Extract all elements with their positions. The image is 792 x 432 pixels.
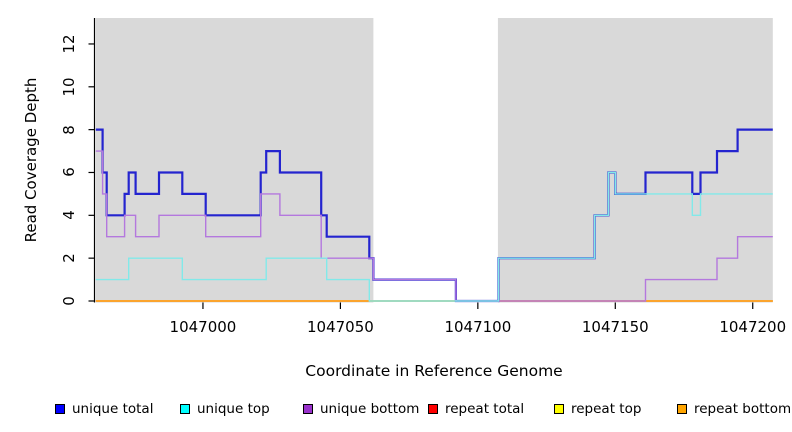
x-tick-label: 1047050 (306, 318, 374, 336)
series-unique-total (95, 128, 773, 303)
y-tick-label: 0 (60, 296, 78, 306)
shaded-region (95, 18, 374, 303)
y-tick-label: 6 (60, 167, 78, 178)
legend-label: unique top (197, 401, 270, 417)
shaded-region (497, 18, 773, 303)
series-unique-bottom (95, 150, 773, 302)
legend-swatch-icon (554, 404, 564, 414)
series-unique-top (95, 171, 773, 302)
legend-swatch-icon (677, 404, 687, 414)
x-tick-label: 1047200 (719, 318, 787, 336)
y-tick-label: 4 (60, 210, 78, 221)
legend-swatch-icon (303, 404, 313, 414)
y-tick-label: 12 (60, 34, 78, 54)
x-tick-label: 1047000 (169, 318, 237, 336)
legend-item: repeat total (428, 401, 524, 417)
x-axis-label: Coordinate in Reference Genome (305, 362, 563, 380)
legend-swatch-icon (55, 404, 65, 414)
y-axis-label: Read Coverage Depth (22, 77, 40, 243)
y-tick-label: 8 (60, 124, 78, 135)
legend-label: repeat top (571, 401, 642, 417)
legend-item: repeat top (554, 401, 641, 417)
x-tick-label: 1047150 (581, 318, 649, 336)
legend-item: unique bottom (303, 401, 419, 417)
y-tick-label: 10 (60, 77, 78, 97)
x-tick-label: 1047100 (444, 318, 512, 336)
legend-item: repeat bottom (677, 401, 791, 417)
legend-label: repeat bottom (694, 401, 792, 417)
legend-swatch-icon (428, 404, 438, 414)
legend-label: repeat total (445, 401, 525, 417)
legend-item: unique total (55, 401, 153, 417)
legend-label: unique bottom (320, 401, 420, 417)
legend-swatch-icon (180, 404, 190, 414)
legend-label: unique total (72, 401, 154, 417)
y-tick-label: 2 (60, 253, 78, 263)
legend-item: unique top (180, 401, 270, 417)
